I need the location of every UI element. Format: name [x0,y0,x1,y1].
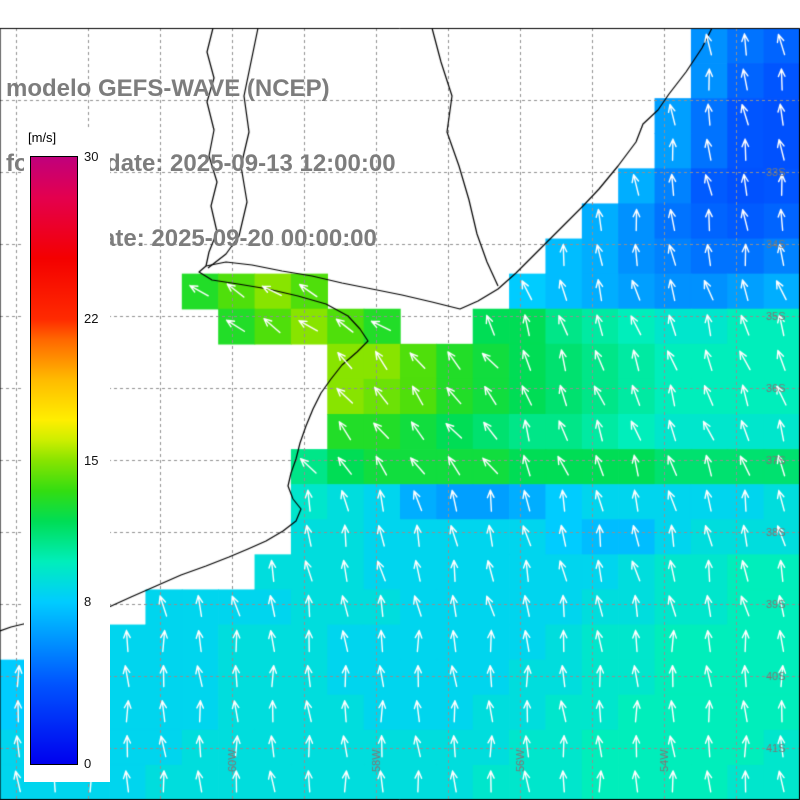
colorbar-tick-label: 8 [84,594,92,610]
model-title: modelo GEFS-WAVE (NCEP) [6,75,330,102]
colorbar: [m/s] 30 22 15 8 0 [24,128,110,782]
colorbar-tick-label: 15 [84,452,99,468]
colorbar-tick-label: 0 [84,756,92,771]
colorbar-unit-label: [m/s] [28,130,57,145]
colorbar-gradient [30,156,78,765]
colorbar-tick-label: 30 [84,149,99,164]
colorbar-tick-label: 22 [84,310,99,326]
